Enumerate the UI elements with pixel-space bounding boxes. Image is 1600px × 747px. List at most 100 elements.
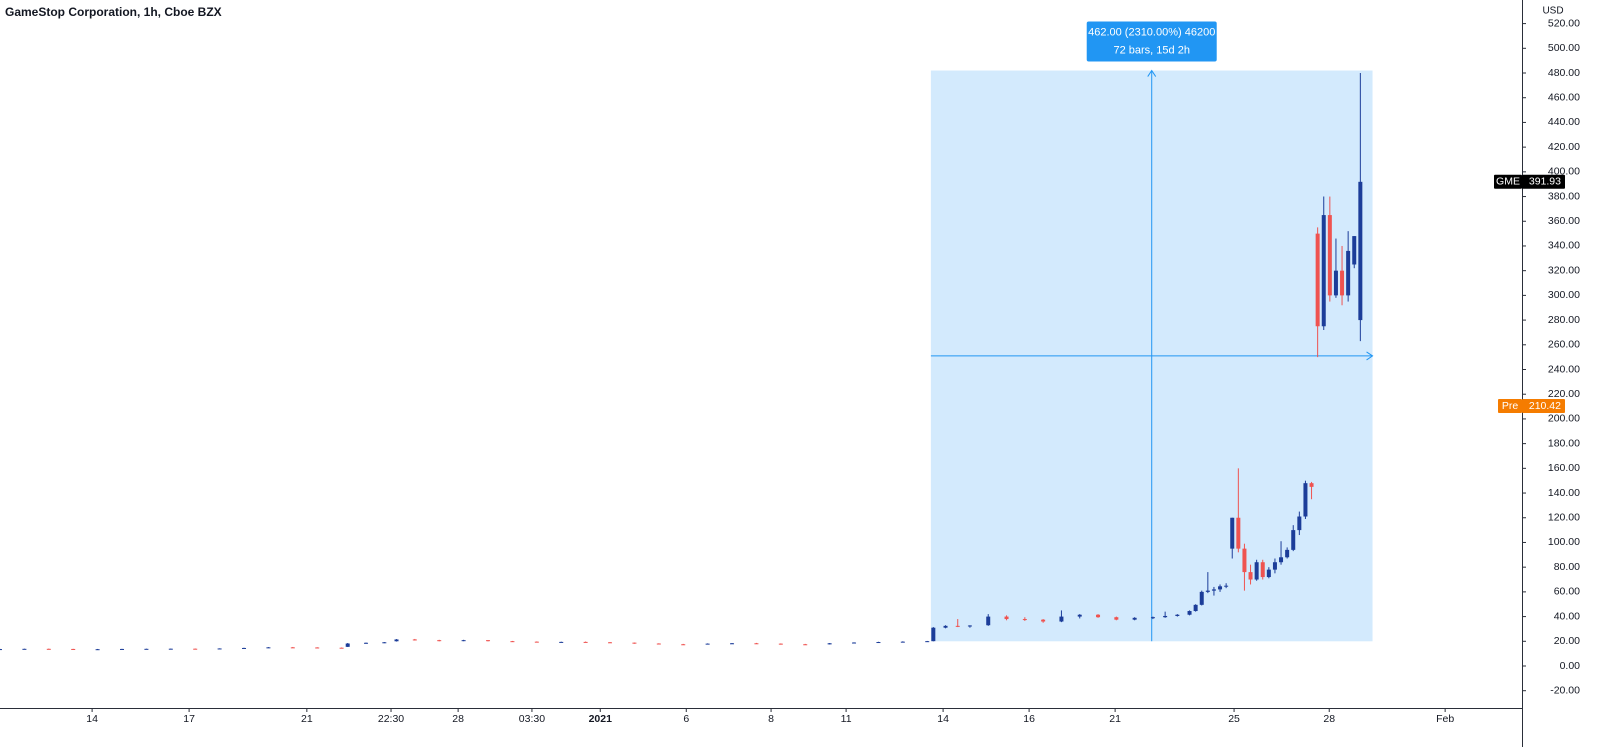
candle-body: [559, 641, 564, 643]
candle-body: [900, 641, 905, 643]
candle-body: [1291, 530, 1296, 550]
candle-body: [315, 647, 320, 649]
x-tick-label: 2021: [589, 713, 613, 725]
candle-body: [1346, 250, 1351, 296]
y-tick-label: 180.00: [1548, 437, 1580, 449]
candle-body: [1114, 617, 1119, 620]
candle-body: [71, 648, 76, 650]
candle-body: [943, 625, 948, 628]
x-tick-label: 21: [1109, 713, 1121, 725]
candle-body: [437, 640, 442, 642]
candle-body: [1163, 615, 1168, 618]
candle-body: [1254, 562, 1259, 580]
candle-body: [876, 642, 881, 644]
x-tick-label: Feb: [1436, 713, 1454, 725]
chart-title: GameStop Corporation, 1h, Cboe BZX: [5, 5, 222, 19]
candle-body: [1022, 619, 1027, 621]
candle-body: [193, 648, 198, 650]
y-tick-label: 420.00: [1548, 141, 1580, 153]
candle-body: [394, 639, 399, 642]
y-tick-label: 40.00: [1554, 610, 1580, 622]
y-tick-label: 80.00: [1554, 561, 1580, 573]
x-tick-label: 25: [1228, 713, 1240, 725]
candle-body: [339, 647, 344, 649]
candle-body: [534, 641, 539, 643]
y-unit: USD: [1542, 6, 1563, 17]
candle-body: [1230, 517, 1235, 549]
candle-body: [1303, 483, 1308, 517]
candle-body: [1205, 590, 1210, 592]
y-tick-label: 460.00: [1548, 92, 1580, 104]
candle-body: [0, 649, 2, 651]
candle-body: [1333, 270, 1338, 296]
candle-body: [931, 627, 936, 642]
x-tick-label: 17: [183, 713, 195, 725]
y-tick-label: 500.00: [1548, 42, 1580, 54]
candle-body: [1327, 215, 1332, 296]
candle-body: [1315, 233, 1320, 327]
candle-body: [1004, 616, 1009, 620]
candle-body: [217, 648, 222, 650]
x-tick-label: 28: [452, 713, 464, 725]
candle-body: [1096, 614, 1101, 618]
candle-body: [461, 640, 466, 642]
y-tick-label: 140.00: [1548, 487, 1580, 499]
candle-body: [632, 642, 637, 644]
candle-body: [144, 648, 149, 650]
y-tick-label: 320.00: [1548, 264, 1580, 276]
y-tick-label: 400.00: [1548, 166, 1580, 178]
candle-body: [1132, 617, 1137, 620]
measure-tooltip: [1086, 21, 1217, 62]
candle-body: [1297, 516, 1302, 531]
y-tick-label: 20.00: [1554, 635, 1580, 647]
x-tick-label: 28: [1323, 713, 1335, 725]
candle-body: [510, 641, 515, 643]
price-tag-value: 391.93: [1529, 176, 1561, 188]
candle-body: [1150, 617, 1155, 619]
y-tick-label: 200.00: [1548, 413, 1580, 425]
x-tick-label: 14: [86, 713, 98, 725]
price-tag: [1522, 174, 1565, 189]
candle-body: [681, 644, 686, 646]
candle-body: [1041, 619, 1046, 622]
y-tick-label: 160.00: [1548, 462, 1580, 474]
candle-body: [803, 644, 808, 646]
price-tag-name-box: [1494, 174, 1522, 189]
candle-body: [608, 642, 613, 644]
candle-body: [1175, 614, 1180, 616]
price-tag-name: Pre: [1502, 400, 1519, 412]
y-tick-label: 100.00: [1548, 536, 1580, 548]
candle-body: [1199, 591, 1204, 605]
candle-body: [412, 639, 417, 641]
candle-body: [1242, 548, 1247, 573]
x-tick-label: 22:30: [378, 713, 404, 725]
y-tick-label: 280.00: [1548, 314, 1580, 326]
x-tick-label: 16: [1023, 713, 1035, 725]
y-tick-label: 520.00: [1548, 17, 1580, 29]
candle-body: [1248, 572, 1253, 580]
y-tick-label: 0.00: [1560, 660, 1581, 672]
candle-body: [1352, 236, 1357, 265]
y-tick-label: 260.00: [1548, 339, 1580, 351]
y-tick-label: 380.00: [1548, 190, 1580, 202]
y-tick-label: 60.00: [1554, 586, 1580, 598]
measure-sublabel: 72 bars, 15d 2h: [1113, 44, 1189, 56]
candle-body: [168, 648, 173, 650]
candle-body: [1272, 562, 1277, 570]
candle-body: [486, 640, 491, 642]
price-tag-name-box: [1498, 399, 1522, 414]
candle-body: [1236, 517, 1241, 549]
candle-body: [754, 643, 759, 645]
y-tick-label: 440.00: [1548, 116, 1580, 128]
candle-body: [266, 647, 271, 649]
candle-body: [955, 625, 960, 627]
candle-body: [1309, 483, 1314, 487]
measure-v-arrowhead: [1147, 69, 1157, 77]
candle-body: [22, 648, 27, 650]
measure-h-arrowhead: [1366, 351, 1374, 361]
y-tick-label: 340.00: [1548, 240, 1580, 252]
candle-body: [382, 642, 387, 644]
price-tag: [1522, 399, 1565, 414]
candle-body: [705, 643, 710, 645]
